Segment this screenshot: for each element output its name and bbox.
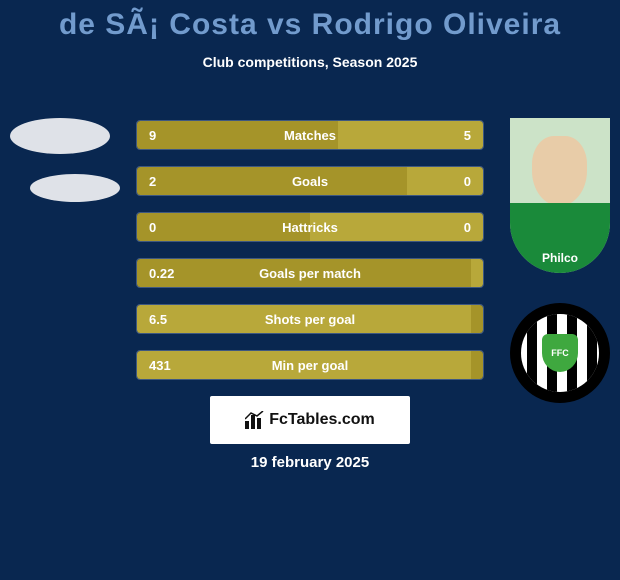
left-player-avatar-placeholder	[10, 118, 110, 154]
stats-container: 95Matches 20Goals 00Hattricks 0.22Goals per…	[136, 120, 484, 396]
stat-row: 00Hattricks	[136, 212, 484, 242]
stat-right-bar	[471, 305, 483, 333]
left-player-column	[10, 118, 120, 222]
stat-left-bar: 0.22	[137, 259, 471, 287]
stat-row: 431Min per goal	[136, 350, 484, 380]
stat-row: 95Matches	[136, 120, 484, 150]
stat-right-bar: 0	[310, 213, 483, 241]
stat-right-bar: 5	[338, 121, 483, 149]
left-club-badge-placeholder	[30, 174, 120, 202]
stat-row: 0.22Goals per match	[136, 258, 484, 288]
stat-left-bar: 9	[137, 121, 338, 149]
avatar-face	[532, 136, 587, 206]
right-player-column: Philco FFC	[510, 118, 610, 403]
stat-left-bar: 431	[137, 351, 471, 379]
branding-text: FcTables.com	[269, 411, 375, 429]
page-title: de SÃ¡ Costa vs Rodrigo Oliveira	[0, 0, 620, 42]
club-badge-shield: FFC	[542, 334, 578, 372]
avatar-shirt: Philco	[510, 203, 610, 273]
shirt-sponsor-text: Philco	[510, 251, 610, 265]
right-player-avatar: Philco	[510, 118, 610, 273]
stat-right-bar: 0	[407, 167, 483, 195]
stat-left-bar: 6.5	[137, 305, 471, 333]
stat-right-bar	[471, 351, 483, 379]
right-club-badge: FFC	[510, 303, 610, 403]
stat-left-bar: 2	[137, 167, 407, 195]
page-subtitle: Club competitions, Season 2025	[0, 54, 620, 70]
stat-right-bar	[471, 259, 483, 287]
stat-left-bar: 0	[137, 213, 310, 241]
date-text: 19 february 2025	[0, 454, 620, 471]
stat-row: 6.5Shots per goal	[136, 304, 484, 334]
chart-icon	[245, 411, 265, 429]
stat-row: 20Goals	[136, 166, 484, 196]
branding-box[interactable]: FcTables.com	[210, 396, 410, 444]
club-badge-inner: FFC	[521, 314, 599, 392]
